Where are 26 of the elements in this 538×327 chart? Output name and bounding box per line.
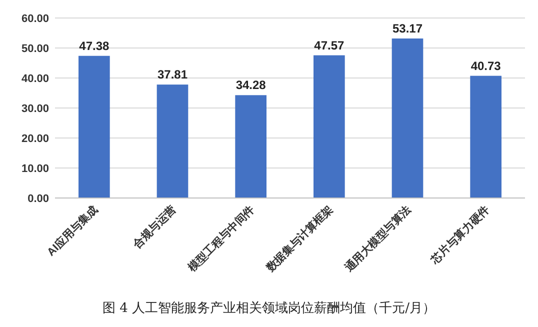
x-tick-label: 数据集与计算框架 [263, 202, 336, 276]
x-tick-label: 通用大模型与算法 [341, 202, 414, 276]
data-label: 47.57 [314, 38, 345, 52]
data-label: 37.81 [157, 68, 188, 82]
bar [156, 84, 188, 198]
text: 图 4 人工智能服务产业相关领域岗位薪酬均值（千元/月） [102, 301, 436, 316]
data-label: 34.28 [236, 78, 266, 92]
bar [470, 76, 502, 198]
x-tick-label: 模型工程与中间件 [184, 202, 257, 276]
bar [235, 95, 266, 198]
y-tick-label: 30.00 [21, 103, 49, 115]
data-label: 47.38 [79, 38, 110, 53]
bar [78, 56, 110, 198]
bar [392, 38, 424, 198]
bar [314, 55, 345, 198]
data-label: 40.73 [470, 58, 502, 73]
y-tick-label: 0.00 [28, 193, 49, 205]
y-tick-label: 10.00 [21, 163, 49, 175]
x-tick-label: 芯片与算力硬件 [428, 202, 492, 268]
y-tick-label: 40.00 [21, 73, 49, 85]
data-label: 53.17 [392, 21, 423, 36]
y-tick-label: 60.00 [21, 13, 49, 25]
x-tick-label: 合规与运营 [130, 202, 179, 252]
x-tick-label: AI应用与集成 [44, 202, 100, 259]
y-tick-label: 20.00 [21, 133, 49, 145]
y-tick-label: 50.00 [21, 43, 49, 55]
